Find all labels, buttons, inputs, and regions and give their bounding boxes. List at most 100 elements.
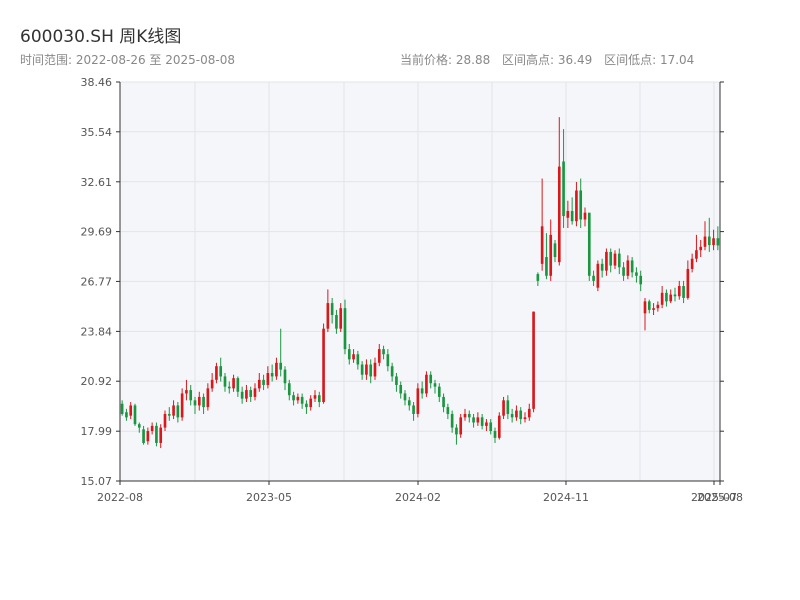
candle-body	[489, 422, 493, 432]
candle-body	[635, 272, 638, 276]
candle-body	[557, 166, 561, 263]
y-tick-label: 26.77	[81, 275, 113, 288]
candle-body	[476, 417, 480, 423]
candle-body	[523, 417, 527, 420]
grid-lines	[119, 81, 720, 482]
candle-body	[613, 253, 617, 266]
candle-body	[150, 425, 154, 432]
candle-body	[459, 417, 463, 435]
candle-body	[240, 391, 244, 399]
candle-body	[515, 410, 518, 418]
candle-body	[125, 412, 128, 418]
candle-body	[686, 268, 690, 298]
candle-body	[412, 405, 415, 414]
range-high-label: 区间高点: 36.49	[502, 53, 593, 67]
candle-body	[326, 303, 330, 329]
candle-body	[647, 301, 651, 310]
candle-body	[159, 427, 163, 443]
candle-body	[416, 388, 420, 414]
candle-body	[369, 364, 373, 377]
candle-body	[506, 400, 510, 414]
candle-body	[360, 364, 364, 375]
candle-body	[592, 275, 595, 281]
candle-body	[322, 328, 325, 403]
candle-body	[527, 408, 531, 418]
candle-body	[317, 395, 321, 403]
y-tick-label: 38.46	[81, 76, 113, 89]
candle-body	[587, 212, 591, 276]
candle-body	[665, 292, 668, 302]
candle-body	[202, 396, 205, 408]
candle-body	[296, 396, 300, 401]
candle-body	[493, 431, 497, 438]
x-tick-label: 2023-05	[246, 491, 292, 504]
candle-body	[609, 251, 613, 266]
candle-body	[305, 403, 308, 408]
candle-body	[287, 383, 291, 396]
candle-body	[335, 315, 338, 329]
candle-body	[352, 354, 355, 360]
candle-body	[266, 373, 270, 385]
candle-body	[652, 308, 655, 310]
candle-body	[502, 400, 505, 416]
candle-body	[232, 378, 235, 389]
candle-body	[292, 395, 295, 401]
candle-body	[356, 354, 360, 365]
candle-body	[677, 286, 681, 297]
candle-body	[146, 431, 150, 442]
y-tick-label: 20.92	[81, 375, 113, 388]
x-tick-label: 2022-08	[97, 491, 143, 504]
x-tick-label: 2024-02	[395, 491, 441, 504]
candle-body	[245, 390, 248, 399]
candle-body	[532, 311, 535, 409]
candle-body	[485, 422, 488, 426]
y-tick-label: 23.84	[81, 325, 113, 338]
candle-body	[377, 349, 381, 363]
candle-body	[446, 407, 450, 414]
candle-body	[249, 390, 253, 397]
candle-body	[330, 303, 334, 316]
candle-body	[133, 405, 137, 425]
candle-body	[510, 413, 514, 418]
candle-body	[253, 388, 257, 397]
candle-body	[699, 246, 703, 251]
candle-body	[137, 424, 141, 428]
y-tick-label: 17.99	[81, 425, 113, 438]
candles-layer	[120, 117, 720, 449]
candle-body	[669, 294, 673, 302]
candle-body	[707, 236, 711, 246]
x-tick-label: 2025-07	[691, 491, 737, 504]
candle-body	[155, 425, 158, 443]
candle-body	[463, 413, 467, 418]
candle-body	[579, 190, 583, 220]
candle-body	[545, 257, 548, 276]
candle-body	[390, 366, 394, 377]
candle-body	[257, 379, 261, 389]
candle-body	[347, 349, 351, 360]
candle-body	[442, 396, 445, 408]
candle-body	[467, 413, 471, 418]
candle-body	[425, 374, 428, 394]
candle-body	[712, 238, 715, 246]
candle-body	[120, 403, 124, 414]
current-price-label: 当前价格: 28.88	[400, 53, 491, 67]
candle-body	[219, 366, 223, 377]
candle-body	[227, 386, 231, 389]
candle-body	[300, 396, 304, 404]
candle-body	[407, 400, 411, 406]
candle-body	[716, 238, 720, 246]
candle-body	[215, 366, 218, 380]
candle-body	[519, 410, 523, 420]
candle-body	[395, 376, 398, 385]
candle-body	[313, 395, 317, 399]
candle-body	[176, 405, 180, 418]
candle-body	[343, 308, 347, 350]
candle-body	[193, 400, 197, 406]
candle-body	[639, 275, 643, 285]
candle-body	[236, 378, 240, 392]
candle-body	[180, 393, 184, 418]
candle-body	[270, 373, 274, 377]
candle-body	[373, 362, 377, 377]
candle-body	[472, 417, 475, 423]
